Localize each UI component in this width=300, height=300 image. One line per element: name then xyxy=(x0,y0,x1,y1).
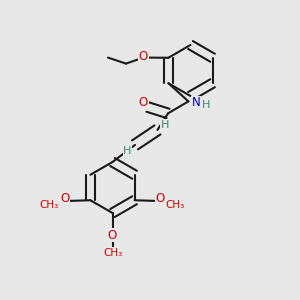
Text: H: H xyxy=(202,100,211,110)
Text: CH₃: CH₃ xyxy=(40,200,59,210)
Text: O: O xyxy=(108,229,117,242)
Text: N: N xyxy=(191,96,200,110)
Text: O: O xyxy=(139,50,148,63)
Text: H: H xyxy=(123,146,132,157)
Text: O: O xyxy=(155,192,164,205)
Text: O: O xyxy=(61,192,70,205)
Text: H: H xyxy=(161,119,169,130)
Text: CH₃: CH₃ xyxy=(166,200,185,210)
Text: CH₃: CH₃ xyxy=(103,248,122,258)
Text: O: O xyxy=(139,96,148,109)
